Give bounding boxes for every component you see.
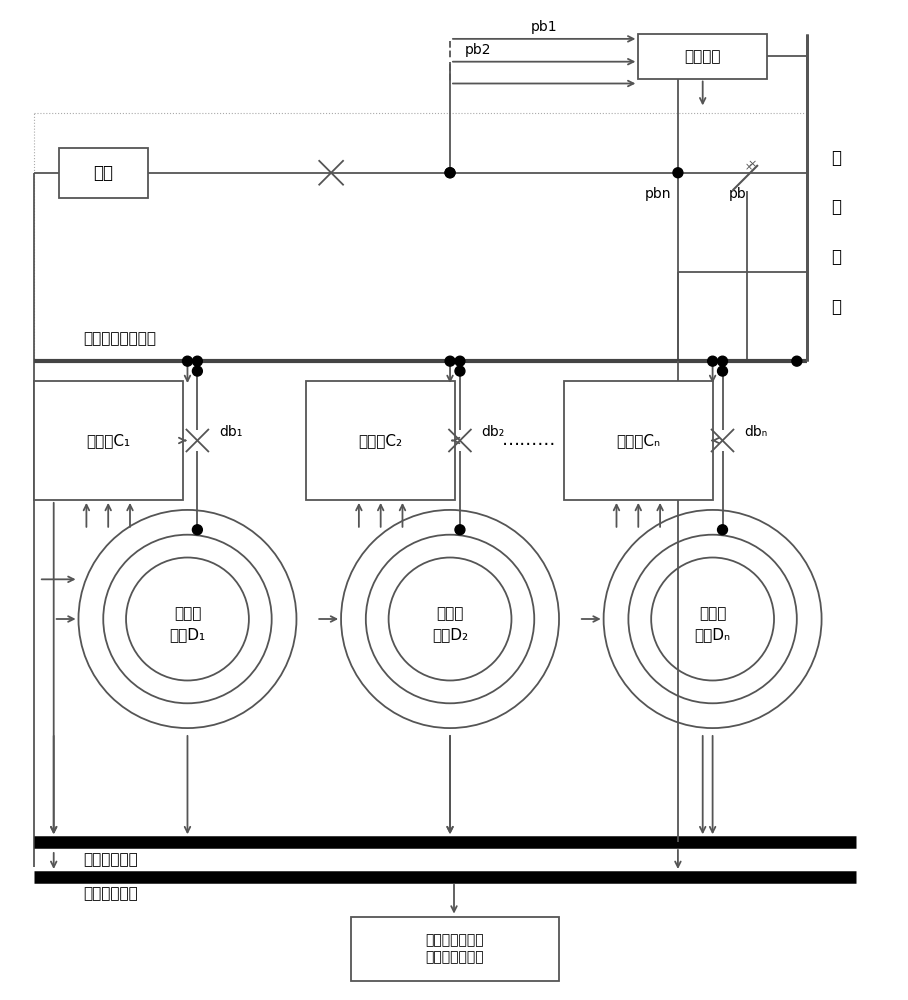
- Circle shape: [445, 168, 455, 178]
- Circle shape: [455, 356, 465, 366]
- Text: 控制器C₂: 控制器C₂: [359, 433, 403, 448]
- Bar: [59, 148, 148, 198]
- Text: pb2: pb2: [465, 43, 491, 57]
- Text: db₁: db₁: [219, 425, 242, 439]
- Circle shape: [183, 356, 192, 366]
- Text: pb: pb: [728, 187, 746, 201]
- Circle shape: [717, 356, 727, 366]
- Circle shape: [445, 168, 455, 178]
- Circle shape: [717, 366, 727, 376]
- Circle shape: [455, 366, 465, 376]
- Text: 现场通讯总线: 现场通讯总线: [84, 852, 138, 867]
- Text: 电: 电: [832, 149, 842, 167]
- Text: pb1: pb1: [531, 20, 558, 34]
- Text: 网: 网: [832, 198, 842, 216]
- Text: ………: ………: [502, 431, 557, 449]
- Text: 执行模块: 执行模块: [685, 49, 721, 64]
- Circle shape: [673, 168, 683, 178]
- Text: 控制器Cₙ: 控制器Cₙ: [617, 433, 660, 448]
- Circle shape: [455, 525, 465, 535]
- Text: 控制器C₁: 控制器C₁: [86, 433, 130, 448]
- Circle shape: [717, 525, 727, 535]
- Text: 柴油发
电机Dₙ: 柴油发 电机Dₙ: [695, 606, 731, 642]
- Text: dbₙ: dbₙ: [745, 425, 767, 439]
- Text: db₂: db₂: [482, 425, 505, 439]
- Bar: [564, 381, 713, 500]
- Circle shape: [792, 356, 802, 366]
- Text: 柴油发
电机D₂: 柴油发 电机D₂: [432, 606, 469, 642]
- Bar: [351, 917, 559, 981]
- Circle shape: [707, 356, 717, 366]
- Bar: [638, 34, 767, 79]
- Text: 线: 线: [832, 298, 842, 316]
- Text: ×: ×: [747, 160, 757, 170]
- Bar: [306, 381, 455, 500]
- Text: 负荷: 负荷: [94, 164, 114, 182]
- Text: 母: 母: [832, 248, 842, 266]
- Circle shape: [192, 525, 202, 535]
- Circle shape: [445, 356, 455, 366]
- Circle shape: [192, 366, 202, 376]
- Circle shape: [192, 356, 202, 366]
- Text: 上位机显示控制
效果与状态检测: 上位机显示控制 效果与状态检测: [426, 933, 484, 964]
- Text: pbn: pbn: [645, 187, 671, 201]
- Text: ×: ×: [745, 162, 753, 172]
- Bar: [34, 381, 183, 500]
- Text: 柴油发电机组母线: 柴油发电机组母线: [84, 331, 156, 346]
- Text: 上位通讯总线: 上位通讯总线: [84, 887, 138, 902]
- Text: 柴油发
电机D₁: 柴油发 电机D₁: [170, 606, 205, 642]
- Bar: [34, 113, 806, 361]
